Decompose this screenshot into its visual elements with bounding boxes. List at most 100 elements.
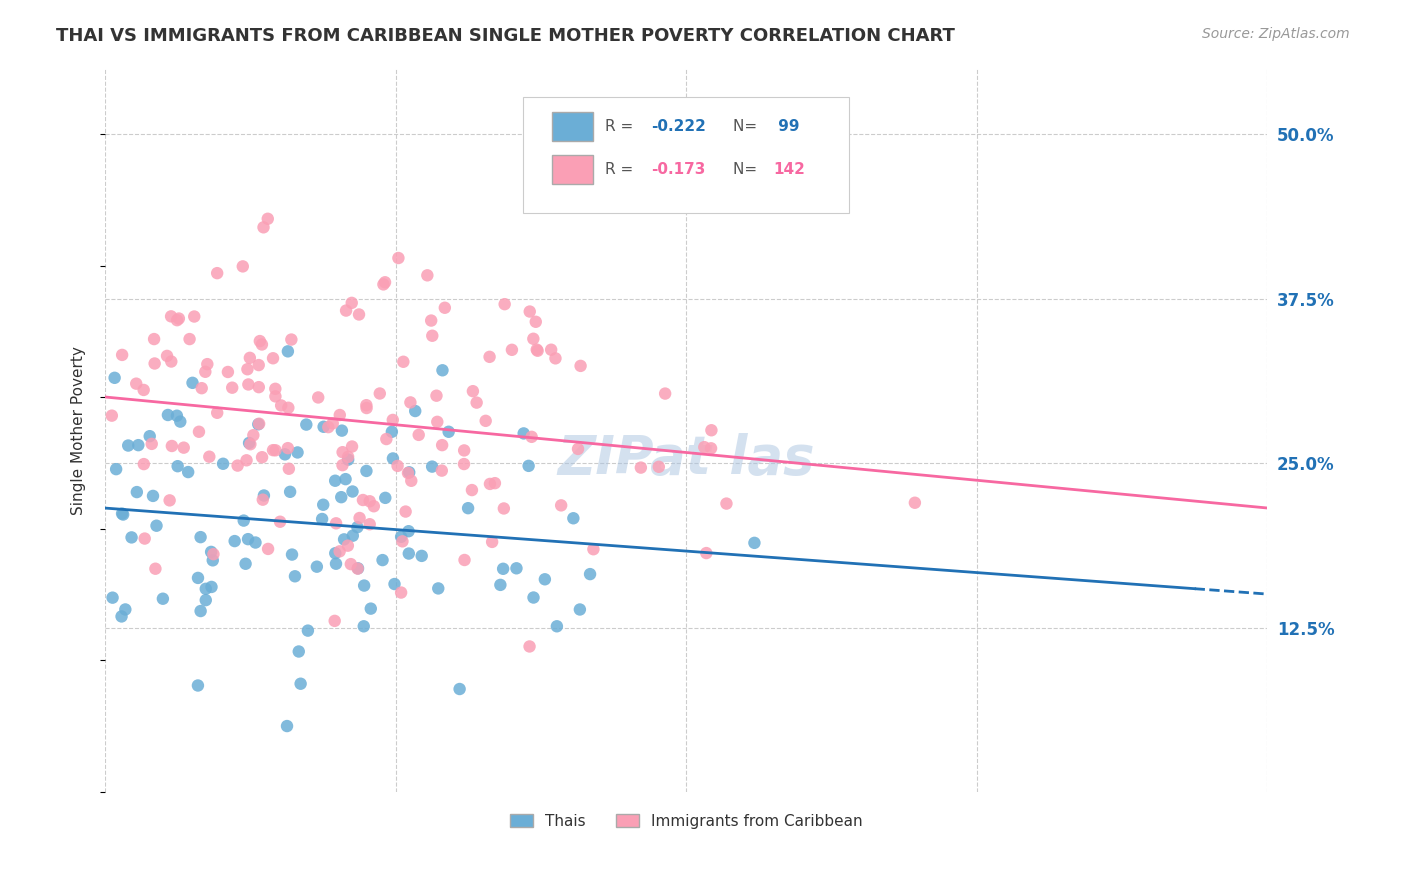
Point — [238, 436, 260, 450]
Point — [579, 567, 602, 582]
Text: Source: ZipAtlas.com: Source: ZipAtlas.com — [1202, 27, 1350, 41]
Point — [247, 417, 270, 431]
Point — [540, 343, 562, 357]
Point — [340, 440, 363, 454]
Point — [187, 571, 209, 585]
Point — [340, 557, 363, 571]
Point — [250, 450, 273, 465]
Point — [568, 602, 591, 616]
Point — [276, 719, 298, 733]
Point — [269, 515, 291, 529]
Point — [374, 491, 396, 505]
FancyBboxPatch shape — [523, 97, 849, 213]
Point — [744, 536, 766, 550]
Point — [111, 507, 134, 521]
Point — [352, 493, 374, 508]
Point — [152, 591, 174, 606]
Text: 142: 142 — [773, 162, 806, 178]
Point — [160, 439, 183, 453]
Point — [264, 443, 287, 458]
Point — [520, 430, 543, 444]
Point — [356, 464, 378, 478]
Point — [453, 443, 475, 458]
Point — [356, 398, 378, 412]
Point — [330, 424, 353, 438]
Point — [290, 677, 312, 691]
Point — [143, 357, 166, 371]
Point — [262, 443, 284, 458]
Point — [416, 268, 439, 283]
Point — [160, 310, 183, 324]
Text: -0.173: -0.173 — [651, 162, 706, 178]
Point — [337, 450, 360, 464]
Point — [420, 313, 443, 327]
Point — [401, 474, 423, 488]
Point — [239, 351, 262, 365]
Point — [232, 260, 254, 274]
Text: N=: N= — [733, 119, 762, 134]
Point — [166, 459, 188, 474]
Point — [336, 539, 359, 553]
Point — [484, 476, 506, 491]
Point — [179, 332, 201, 346]
Point — [335, 303, 357, 318]
Point — [335, 472, 357, 486]
Point — [305, 559, 328, 574]
Point — [359, 517, 381, 532]
Point — [353, 578, 375, 592]
Point — [200, 545, 222, 559]
Point — [389, 585, 412, 599]
Point — [195, 357, 218, 371]
Point — [112, 508, 135, 522]
Point — [323, 614, 346, 628]
Point — [111, 348, 134, 362]
Point — [145, 518, 167, 533]
Point — [311, 512, 333, 526]
Point — [125, 376, 148, 391]
Point — [654, 386, 676, 401]
Point — [132, 383, 155, 397]
Point — [145, 562, 167, 576]
Point — [307, 391, 329, 405]
Point — [167, 311, 190, 326]
Point — [562, 511, 585, 525]
Point — [347, 308, 370, 322]
Point — [183, 310, 205, 324]
Point — [492, 562, 515, 576]
Point — [333, 533, 356, 547]
Point — [544, 351, 567, 366]
Point — [277, 344, 299, 359]
Point — [252, 220, 274, 235]
Point — [138, 429, 160, 443]
Point — [347, 561, 370, 575]
Point — [474, 414, 496, 428]
Text: 99: 99 — [773, 119, 800, 134]
Point — [329, 544, 352, 558]
Point — [398, 524, 420, 539]
Point — [141, 437, 163, 451]
Text: N=: N= — [733, 162, 762, 178]
Point — [323, 546, 346, 560]
Text: R =: R = — [605, 162, 638, 178]
Point — [253, 488, 276, 502]
Point — [166, 313, 188, 327]
Point — [368, 386, 391, 401]
Point — [257, 541, 280, 556]
Point — [398, 547, 420, 561]
Point — [582, 542, 605, 557]
Point — [323, 474, 346, 488]
Point — [256, 211, 278, 226]
Point — [695, 546, 717, 560]
Point — [519, 304, 541, 318]
Legend: Thais, Immigrants from Caribbean: Thais, Immigrants from Caribbean — [503, 807, 869, 835]
Point — [356, 401, 378, 415]
Point — [465, 395, 488, 409]
Point — [430, 438, 453, 452]
Point — [437, 425, 460, 439]
Point — [245, 535, 267, 549]
Point — [281, 548, 304, 562]
Point — [114, 602, 136, 616]
FancyBboxPatch shape — [553, 155, 593, 185]
Point — [217, 365, 239, 379]
Point — [117, 438, 139, 452]
